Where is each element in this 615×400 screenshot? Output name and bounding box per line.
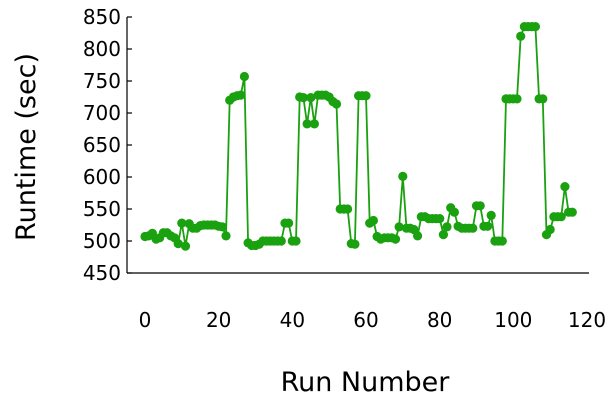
x-tick-label: 120 [568, 308, 606, 332]
x-tick-label: 0 [139, 308, 152, 332]
x-tick-label: 60 [353, 308, 378, 332]
data-point [413, 231, 422, 240]
y-ticks: 450 500 550 600 650 700 750 800 850 [83, 5, 132, 285]
data-point [483, 222, 492, 231]
data-point [343, 204, 352, 213]
data-point [284, 219, 293, 228]
y-tick-label: 650 [83, 133, 121, 157]
y-tick-label: 800 [83, 37, 121, 61]
data-point [468, 224, 477, 233]
x-ticks: 0 20 40 60 80 100 120 [139, 308, 606, 332]
data-point [498, 236, 507, 245]
y-tick-label: 850 [83, 5, 121, 29]
data-point [240, 72, 249, 81]
x-tick-label: 20 [206, 308, 231, 332]
x-tick-label: 80 [427, 308, 452, 332]
y-tick-label: 500 [83, 229, 121, 253]
data-point [310, 119, 319, 128]
data-point [435, 214, 444, 223]
data-point [277, 236, 286, 245]
data-point [350, 240, 359, 249]
data-point [487, 211, 496, 220]
data-point [538, 94, 547, 103]
data-point [221, 231, 230, 240]
data-point [218, 222, 227, 231]
data-point [516, 32, 525, 41]
data-point [391, 235, 400, 244]
data-point [476, 201, 485, 210]
data-point [512, 94, 521, 103]
data-point [361, 91, 370, 100]
data-point [450, 208, 459, 217]
data-point [546, 225, 555, 234]
data-point [236, 91, 245, 100]
x-tick-label: 100 [494, 308, 532, 332]
data-point [398, 172, 407, 181]
data-point [181, 242, 190, 251]
data-point [531, 22, 540, 31]
data-point [332, 99, 341, 108]
data-point [291, 236, 300, 245]
x-tick-label: 40 [280, 308, 305, 332]
y-tick-label: 700 [83, 101, 121, 125]
series-layer [140, 22, 577, 251]
data-point [442, 222, 451, 231]
y-tick-label: 600 [83, 165, 121, 189]
data-point [560, 182, 569, 191]
y-tick-label: 550 [83, 197, 121, 221]
y-tick-label: 450 [83, 261, 121, 285]
y-axis-title: Runtime (sec) [11, 53, 42, 241]
data-point [568, 208, 577, 217]
x-axis-title: Run Number [281, 367, 451, 398]
y-tick-label: 750 [83, 69, 121, 93]
data-point [369, 216, 378, 225]
series-line [145, 27, 572, 247]
